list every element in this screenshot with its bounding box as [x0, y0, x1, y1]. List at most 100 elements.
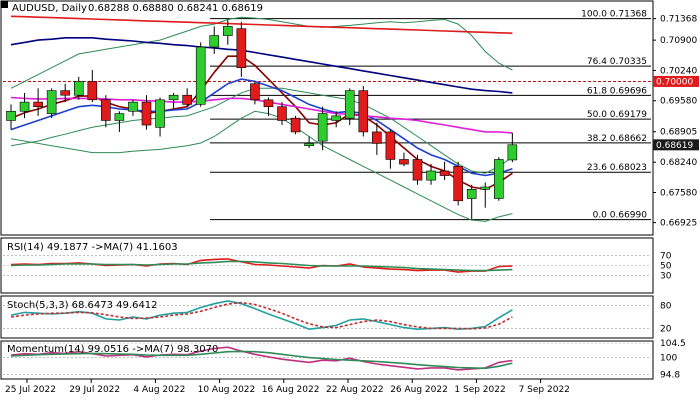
- candle-body-29: [399, 159, 409, 165]
- momentum-tick-label-1: 100: [660, 354, 677, 364]
- last-price-badge: 0.68619: [653, 139, 699, 151]
- candle-body-27: [372, 131, 382, 144]
- date-tick-label-1: 29 Jul 2022: [69, 385, 120, 395]
- price-tick-label-1: 0.70900: [660, 36, 697, 46]
- price-tick-label-0: 0.71368: [660, 15, 697, 25]
- candle-body-21: [290, 117, 301, 133]
- candle-body-31: [426, 170, 436, 181]
- date-tick-label-5: 22 Aug 2022: [326, 385, 384, 395]
- rsi-series-1: [10, 260, 513, 272]
- candle-body-6: [87, 81, 98, 101]
- stoch-title: Stoch(5,3,3) 68.6473 49.6412: [7, 300, 158, 311]
- date-tick-label-7: 1 Sep 2022: [454, 385, 505, 395]
- rsi-tick-label-2: 30: [660, 272, 672, 282]
- stoch-tick-label-1: 20: [660, 324, 672, 334]
- candle-body-2: [33, 101, 43, 107]
- candle-body-15: [209, 35, 220, 48]
- candle-body-34: [466, 189, 477, 199]
- fib-label-5: 23.6 0.68023: [587, 163, 647, 173]
- fib-label-6: 0.0 0.66990: [593, 211, 648, 221]
- ma-navy-line: [10, 36, 513, 94]
- candle-body-22: [304, 143, 314, 147]
- candle-body-9: [128, 101, 138, 112]
- candle-body-23: [317, 113, 328, 142]
- candle-body-19: [263, 99, 274, 107]
- level-price-badge: 0.70000: [653, 75, 699, 87]
- momentum-pane-frame: [0, 340, 654, 380]
- stoch-series-1: [10, 301, 513, 330]
- rsi-title: RSI(14) 49.1877 ->MA(7) 41.1603: [7, 242, 178, 253]
- ma-red-line: [10, 55, 513, 191]
- fib-label-0: 100.0 0.71368: [581, 10, 647, 20]
- price-pane-frame: [0, 0, 654, 236]
- ma-red-long-line: [10, 15, 513, 34]
- rsi-pane-frame: [0, 237, 654, 294]
- price-tick-label-6: 0.67580: [660, 189, 697, 199]
- candle-body-30: [412, 159, 423, 181]
- bollinger-mid-line: [10, 87, 513, 174]
- candle-body-12: [168, 94, 179, 101]
- candle-body-5: [73, 81, 84, 96]
- fib-label-2: 61.8 0.69696: [587, 86, 647, 96]
- momentum-series-1: [10, 350, 513, 370]
- candle-body-13: [182, 94, 192, 105]
- price-tick-label-2: 0.70240: [660, 66, 697, 76]
- candle-body-11: [155, 99, 165, 128]
- candlesticks: [6, 19, 518, 220]
- price-tick-label-7: 0.66925: [660, 219, 697, 229]
- candle-body-14: [195, 46, 206, 105]
- axis-labels: 0.71368 0.70900 0.70240 0.69580 0.68905 0.682…: [5, 15, 697, 395]
- rsi-tick-label-1: 50: [660, 262, 672, 272]
- collapse-icon[interactable]: [1, 1, 8, 8]
- stoch-pane-frame: [0, 295, 654, 339]
- date-tick-label-8: 7 Sep 2022: [519, 385, 570, 395]
- ma-magenta-line: [10, 96, 513, 134]
- bollinger-lower-line: [10, 110, 513, 222]
- price-tick-label-3: 0.69580: [660, 97, 697, 107]
- fib-label-3: 50.0 0.69179: [587, 110, 647, 120]
- candle-body-25: [344, 90, 355, 119]
- candle-body-24: [331, 115, 342, 121]
- momentum-tick-label-2: 94.8: [660, 370, 680, 380]
- candle-body-3: [46, 90, 57, 114]
- stoch-tick-label-0: 80: [660, 302, 672, 312]
- candle-body-4: [60, 90, 71, 96]
- bollinger-upper-line: [10, 16, 513, 89]
- date-tick-label-3: 10 Aug 2022: [198, 385, 256, 395]
- candle-body-10: [141, 101, 152, 126]
- candle-body-35: [480, 186, 491, 190]
- fib-label-4: 38.2 0.68662: [587, 134, 647, 144]
- momentum-tick-label-0: 104.5: [660, 339, 686, 349]
- momentum-title: Momentum(14) 99.0516 ->MA(7) 98.3070: [7, 344, 218, 355]
- candle-body-8: [114, 113, 125, 121]
- date-tick-label-4: 16 Aug 2022: [262, 385, 320, 395]
- symbol-title: AUDUSD, Daily: [12, 3, 87, 14]
- candle-body-33: [453, 166, 463, 202]
- svg-text:0.68619: 0.68619: [656, 141, 693, 151]
- svg-text:0.70000: 0.70000: [656, 77, 693, 87]
- candle-body-28: [385, 131, 396, 160]
- candle-body-20: [277, 106, 287, 121]
- candle-body-32: [439, 170, 450, 176]
- candle-body-17: [236, 28, 247, 68]
- candle-body-0: [6, 110, 16, 121]
- candle-body-16: [223, 26, 233, 36]
- fib-label-1: 76.4 0.70335: [587, 57, 647, 67]
- candle-body-18: [250, 83, 260, 101]
- ohlc-readout: 0.68288 0.68880 0.68241 0.68619: [88, 3, 263, 14]
- indicator-lines: [3, 255, 651, 375]
- rsi-tick-label-0: 70: [660, 251, 672, 261]
- candle-body-26: [358, 90, 369, 133]
- moving-average-overlays: [10, 15, 513, 222]
- date-tick-label-2: 4 Aug 2022: [133, 385, 185, 395]
- date-tick-label-0: 25 Jul 2022: [5, 385, 56, 395]
- price-pane-header: AUDUSD, Daily 0.68288 0.68880 0.68241 0.…: [1, 1, 263, 14]
- candle-body-36: [493, 159, 504, 199]
- candle-body-37: [507, 144, 518, 161]
- candle-body-1: [19, 101, 30, 112]
- price-tick-label-4: 0.68905: [660, 128, 697, 138]
- candle-body-7: [101, 99, 111, 121]
- ma-blue-fast-line: [10, 78, 513, 177]
